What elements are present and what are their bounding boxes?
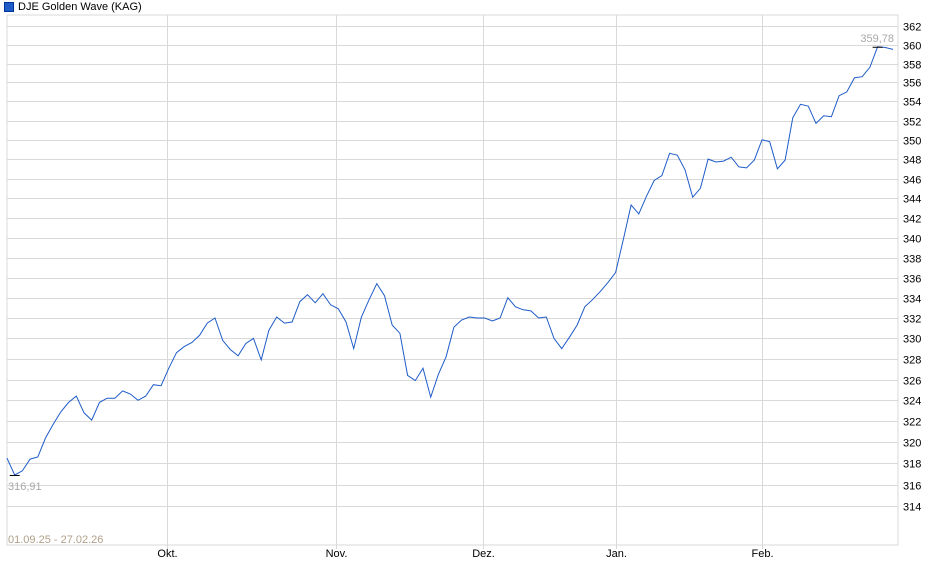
series-line [6, 46, 894, 476]
x-tick-label: Dez. [472, 548, 495, 560]
x-axis-labels: Okt. Nov. Dez. Jan. Feb. [157, 548, 773, 560]
x-tick-label: Feb. [751, 548, 773, 560]
legend-swatch [4, 2, 14, 12]
legend-label: DJE Golden Wave (KAG) [18, 1, 142, 13]
y-tick-label: 348 [903, 155, 921, 167]
y-axis-labels: 314 316 318 320 322 324 326 328 330 332 334 336 338 3… [903, 22, 921, 514]
y-tick-label: 344 [903, 194, 921, 206]
y-tick-label: 328 [903, 355, 921, 367]
y-tick-label: 336 [903, 274, 921, 286]
y-tick-label: 362 [903, 22, 921, 34]
y-tick-label: 332 [903, 314, 921, 326]
y-tick-label: 342 [903, 214, 921, 226]
y-tick-label: 340 [903, 234, 921, 246]
y-tick-label: 316 [903, 481, 921, 493]
y-tick-label: 354 [903, 97, 921, 109]
y-tick-label: 322 [903, 417, 921, 429]
plot-border [6, 14, 899, 546]
min-value-label: 316,91 [8, 481, 42, 493]
x-tick-label: Jan. [606, 548, 627, 560]
y-tick-label: 346 [903, 175, 921, 187]
y-tick-label: 334 [903, 294, 921, 306]
min-max-markers [9, 46, 883, 476]
y-tick-label: 360 [903, 41, 921, 53]
y-tick-label: 320 [903, 438, 921, 450]
x-tick-label: Okt. [157, 548, 177, 560]
date-range-label: 01.09.25 - 27.02.26 [8, 534, 103, 546]
x-tick-label: Nov. [326, 548, 348, 560]
y-tick-label: 356 [903, 78, 921, 90]
y-tick-label: 330 [903, 334, 921, 346]
y-tick-label: 350 [903, 136, 921, 148]
y-tick-label: 324 [903, 396, 921, 408]
y-tick-label: 326 [903, 376, 921, 388]
y-tick-label: 338 [903, 254, 921, 266]
y-tick-label: 358 [903, 60, 921, 72]
y-tick-label: 314 [903, 502, 921, 514]
grid [6, 14, 899, 549]
y-tick-label: 352 [903, 117, 921, 129]
legend: DJE Golden Wave (KAG) [4, 0, 142, 14]
max-value-label: 359,78 [860, 33, 894, 45]
y-tick-label: 318 [903, 459, 921, 471]
